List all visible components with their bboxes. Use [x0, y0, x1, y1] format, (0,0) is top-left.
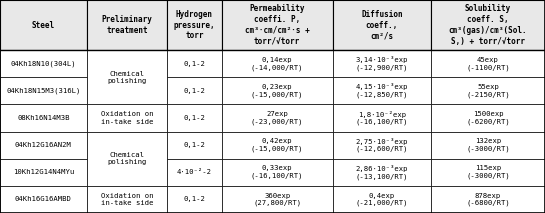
Text: 0,1-2: 0,1-2	[184, 88, 205, 94]
Text: 0,42exp
(-15,000/RT): 0,42exp (-15,000/RT)	[251, 138, 304, 152]
Text: 0,1-2: 0,1-2	[184, 142, 205, 148]
Bar	[431, 50, 545, 77]
Text: 1,8·10⁻²exp
(-16,100/RT): 1,8·10⁻²exp (-16,100/RT)	[355, 111, 408, 125]
Bar	[0, 186, 87, 213]
Text: Chemical
polishing: Chemical polishing	[107, 71, 147, 84]
Text: Oxidation on
in-take side: Oxidation on in-take side	[101, 111, 153, 125]
Text: 0,1-2: 0,1-2	[184, 61, 205, 67]
Text: Diffusion
coeff.,
cm²/s: Diffusion coeff., cm²/s	[361, 10, 403, 40]
Text: 10Kh12G14N4MYu: 10Kh12G14N4MYu	[13, 169, 74, 175]
Bar	[431, 186, 545, 213]
Bar	[167, 104, 222, 131]
Text: Chemical
polishing: Chemical polishing	[107, 152, 147, 165]
Bar	[431, 0, 545, 50]
Text: Preliminary
treatment: Preliminary treatment	[101, 15, 153, 35]
Bar	[167, 50, 222, 77]
Bar	[167, 186, 222, 213]
Text: 55exp
(-2150/RT): 55exp (-2150/RT)	[466, 84, 510, 98]
Bar	[333, 0, 431, 50]
Text: 2,75·10⁻³exp
(-12,600/RT): 2,75·10⁻³exp (-12,600/RT)	[355, 138, 408, 153]
Text: 0,4exp
(-21,000/RT): 0,4exp (-21,000/RT)	[355, 193, 408, 206]
Bar	[0, 0, 87, 50]
Bar	[222, 131, 333, 159]
Text: 0,14exp
(-14,000/RT): 0,14exp (-14,000/RT)	[251, 57, 304, 71]
Text: 27exp
(-23,000/RT): 27exp (-23,000/RT)	[251, 111, 304, 125]
Bar	[87, 131, 167, 186]
Bar	[222, 104, 333, 131]
Text: Steel: Steel	[32, 20, 55, 30]
Text: 4,15·10⁻³exp
(-12,850/RT): 4,15·10⁻³exp (-12,850/RT)	[355, 83, 408, 98]
Text: 04Kh18N15M3(316L): 04Kh18N15M3(316L)	[6, 88, 81, 94]
Text: Solubility
coeff. S,
cm³(gas)/cm³(Sol.
S,) + torr/√torr: Solubility coeff. S, cm³(gas)/cm³(Sol. S…	[449, 4, 528, 46]
Text: 04Kh12G16AN2M: 04Kh12G16AN2M	[15, 142, 72, 148]
Bar	[87, 104, 167, 131]
Bar	[222, 77, 333, 104]
Bar	[333, 131, 431, 159]
Text: 08Kh16N14M3B: 08Kh16N14M3B	[17, 115, 70, 121]
Bar	[431, 104, 545, 131]
Text: Permeability
coeffi. P,
cm³·cm/cm²·s +
torr/√torr: Permeability coeffi. P, cm³·cm/cm²·s + t…	[245, 4, 310, 46]
Bar	[0, 77, 87, 104]
Text: 360exp
(27,800/RT): 360exp (27,800/RT)	[253, 193, 301, 206]
Text: 115exp
(-3000/RT): 115exp (-3000/RT)	[466, 165, 510, 179]
Bar	[0, 104, 87, 131]
Bar	[167, 131, 222, 159]
Bar	[431, 159, 545, 186]
Bar	[167, 0, 222, 50]
Bar	[0, 159, 87, 186]
Text: 0,33exp
(-16,100/RT): 0,33exp (-16,100/RT)	[251, 165, 304, 179]
Bar	[222, 186, 333, 213]
Text: Oxidation on
in-take side: Oxidation on in-take side	[101, 193, 153, 206]
Bar	[333, 159, 431, 186]
Bar	[87, 0, 167, 50]
Bar	[87, 186, 167, 213]
Bar	[0, 50, 87, 77]
Bar	[333, 104, 431, 131]
Text: 0,23exp
(-15,000/RT): 0,23exp (-15,000/RT)	[251, 84, 304, 98]
Bar	[0, 131, 87, 159]
Bar	[222, 50, 333, 77]
Bar	[222, 0, 333, 50]
Bar	[333, 50, 431, 77]
Bar	[167, 77, 222, 104]
Bar	[333, 77, 431, 104]
Text: Hydrogen
pressure,
torr: Hydrogen pressure, torr	[174, 10, 215, 40]
Text: 0,1-2: 0,1-2	[184, 115, 205, 121]
Text: 04Kh18N10(304L): 04Kh18N10(304L)	[10, 60, 76, 67]
Bar	[431, 77, 545, 104]
Bar	[167, 159, 222, 186]
Text: 1500exp
(-6200/RT): 1500exp (-6200/RT)	[466, 111, 510, 125]
Bar	[222, 159, 333, 186]
Text: 132exp
(-3000/RT): 132exp (-3000/RT)	[466, 138, 510, 152]
Text: 45exp
(-1100/RT): 45exp (-1100/RT)	[466, 57, 510, 71]
Bar	[87, 50, 167, 104]
Text: 04Kh16G16AMBD: 04Kh16G16AMBD	[15, 196, 72, 202]
Bar	[431, 131, 545, 159]
Text: 0,1-2: 0,1-2	[184, 196, 205, 202]
Text: 3,14·10⁻³exp
(-12,900/RT): 3,14·10⁻³exp (-12,900/RT)	[355, 56, 408, 71]
Text: 878exp
(-6800/RT): 878exp (-6800/RT)	[466, 193, 510, 206]
Text: 4·10⁻²-2: 4·10⁻²-2	[177, 169, 212, 175]
Text: 2,86·10⁻³exp
(-13,100/RT): 2,86·10⁻³exp (-13,100/RT)	[355, 165, 408, 180]
Bar	[333, 186, 431, 213]
